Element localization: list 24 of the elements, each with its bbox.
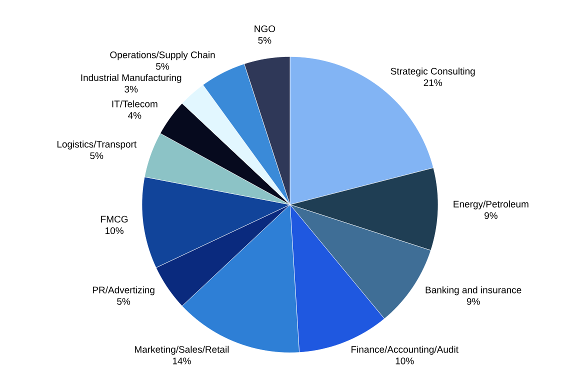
slice-label: Industrial Manufacturing (81, 74, 182, 83)
data-label: 14% (172, 358, 191, 364)
slice-label: Finance/Accounting/Audit (352, 346, 458, 355)
data-label: 3% (124, 86, 138, 93)
data-label: 21% (424, 79, 442, 86)
data-label: 9% (484, 212, 498, 219)
slice-label: NGO (254, 25, 276, 32)
slice-label: IT/Telecom (112, 100, 158, 108)
slice-label: Energy/Petroleum (454, 200, 528, 210)
data-label: 5% (90, 152, 104, 160)
data-label: 10% (396, 358, 414, 364)
data-label: 5% (117, 298, 130, 305)
slice-label: PR/Advertizing (92, 286, 154, 296)
data-label: 5% (156, 63, 170, 70)
data-label: 10% (106, 227, 124, 234)
slice-label: Operations/Supply Chain (110, 51, 215, 60)
slice-label: Marketing/Sales/Retail (134, 346, 229, 355)
data-label: 5% (258, 37, 272, 44)
slice-label: FMCG (101, 216, 128, 223)
data-label: 9% (466, 298, 480, 305)
slice-label: Logistics/Transport (57, 140, 137, 150)
slice-label: Banking and insurance (426, 286, 522, 296)
data-label: 4% (128, 112, 142, 119)
slice-label: Strategic Consulting (390, 68, 475, 76)
